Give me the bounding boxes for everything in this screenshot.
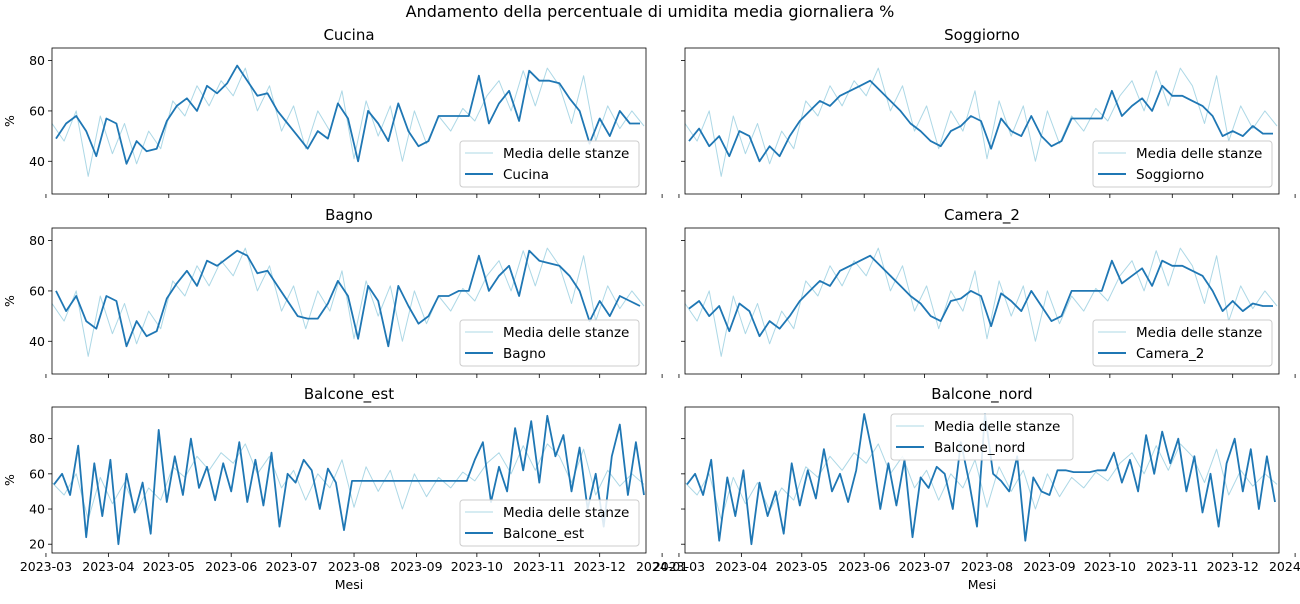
x-tick-label: 2023-04 <box>715 559 767 574</box>
legend-label: Media delle stanze <box>503 325 629 341</box>
y-tick-label: 40 <box>29 154 45 169</box>
y-tick-label: 80 <box>29 431 45 446</box>
room-series-line <box>688 79 1273 163</box>
average-series-line <box>684 67 1278 177</box>
average-series-line <box>684 247 1278 357</box>
x-tick-label: 2023-03 <box>653 559 705 574</box>
x-tick-label: 2023-05 <box>776 559 828 574</box>
y-tick-label: 40 <box>29 502 45 517</box>
x-tick-label: 2023-10 <box>1084 559 1136 574</box>
legend: Media delle stanze Bagno <box>459 319 640 367</box>
x-tick-label: 2023-07 <box>265 559 317 574</box>
x-tick-label: 2023-07 <box>898 559 950 574</box>
legend: Media delle stanze Soggiorno <box>1092 140 1273 188</box>
legend: Media delle stanze Cucina <box>459 140 640 188</box>
y-tick-label: 60 <box>29 103 45 118</box>
legend-box <box>459 319 640 367</box>
room-series-line <box>55 64 640 165</box>
x-tick-label: 2024-01 <box>636 559 688 574</box>
axes-frame <box>684 47 1280 195</box>
subplot-title: Soggiorno <box>944 26 1020 44</box>
axes-frame <box>51 406 647 554</box>
legend-label: Balcone_nord <box>934 440 1025 456</box>
axes-frame <box>684 227 1280 375</box>
x-tick-label: 2023-05 <box>143 559 195 574</box>
x-tick-label: 2023-11 <box>513 559 565 574</box>
subplot-balcone-nord: Balcone_nord 2023-03 2023-04 2023-05 2023-06… <box>653 385 1300 592</box>
axes-frame <box>51 47 647 195</box>
legend-box <box>1092 140 1273 188</box>
x-tick-label: 2023-09 <box>1023 559 1075 574</box>
x-tick-label: 2023-11 <box>1146 559 1198 574</box>
x-tick-label: 2023-10 <box>451 559 503 574</box>
legend-label: Media delle stanze <box>503 505 629 521</box>
average-series-line <box>51 247 645 357</box>
legend-box <box>459 140 640 188</box>
y-axis-label: % <box>2 474 17 486</box>
legend: Media delle stanze Balcone_nord <box>890 413 1074 461</box>
x-tick-label: 2023-12 <box>574 559 626 574</box>
y-tick-label: 60 <box>29 466 45 481</box>
legend-label: Bagno <box>503 346 546 362</box>
subplot-title: Bagno <box>325 206 373 224</box>
subplot-soggiorno: Soggiorno Media delle stanze Soggiorno <box>678 26 1296 198</box>
y-tick-label: 20 <box>29 537 45 552</box>
room-series-line <box>686 413 1276 546</box>
x-tick-label: 2023-08 <box>961 559 1013 574</box>
legend-box <box>890 413 1074 461</box>
x-axis-label: Mesi <box>335 577 363 592</box>
y-axis-label: % <box>2 115 17 127</box>
legend-label: Camera_2 <box>1136 346 1204 362</box>
subplot-camera-2: Camera_2 Media delle stanze Camera_2 <box>678 206 1296 378</box>
figure-suptitle: Andamento della percentuale di umidita m… <box>406 2 895 21</box>
legend-box <box>459 499 640 547</box>
room-series-line <box>688 254 1273 338</box>
room-series-line <box>55 249 641 348</box>
subplot-bagno: Bagno 40 60 80% Media delle stanze Bagno <box>2 206 663 378</box>
legend-label: Balcone_est <box>503 526 584 542</box>
axes-frame <box>51 227 647 375</box>
x-tick-label: 2023-08 <box>328 559 380 574</box>
legend-label: Media delle stanze <box>934 419 1060 435</box>
x-tick-label: 2023-04 <box>82 559 134 574</box>
legend: Media delle stanze Camera_2 <box>1092 319 1273 367</box>
average-series-line <box>51 67 645 177</box>
legend: Media delle stanze Balcone_est <box>459 499 640 547</box>
legend-label: Media delle stanze <box>1136 146 1262 162</box>
legend-box <box>1092 319 1273 367</box>
axes-frame <box>684 406 1280 554</box>
room-series-line <box>53 414 645 546</box>
x-tick-label: 2023-09 <box>390 559 442 574</box>
subplot-balcone-est: Balcone_est 20 40 60 80% 2023-03 2023-04 2023-0… <box>2 385 688 592</box>
y-tick-label: 80 <box>29 53 45 68</box>
x-tick-label: 2023-06 <box>205 559 257 574</box>
x-tick-label: 2023-03 <box>20 559 72 574</box>
subplot-cucina: Cucina 40 60 80% Media delle stanze Cucina <box>2 26 663 198</box>
y-tick-label: 80 <box>29 233 45 248</box>
legend-label: Cucina <box>503 167 549 183</box>
average-series-line <box>684 443 1278 521</box>
y-tick-label: 40 <box>29 334 45 349</box>
x-tick-label: 2023-12 <box>1207 559 1259 574</box>
subplot-title: Cucina <box>323 26 374 44</box>
x-tick-label: 2024-01 <box>1269 559 1300 574</box>
y-axis-label: % <box>2 295 17 307</box>
subplot-title: Camera_2 <box>944 206 1020 225</box>
y-tick-label: 60 <box>29 283 45 298</box>
legend-label: Media delle stanze <box>503 146 629 162</box>
legend-label: Soggiorno <box>1136 167 1204 183</box>
legend-label: Media delle stanze <box>1136 325 1262 341</box>
average-series-line <box>51 443 645 521</box>
x-axis-label: Mesi <box>968 577 996 592</box>
subplot-title: Balcone_nord <box>931 385 1032 404</box>
x-tick-label: 2023-06 <box>838 559 890 574</box>
subplot-title: Balcone_est <box>304 385 394 404</box>
